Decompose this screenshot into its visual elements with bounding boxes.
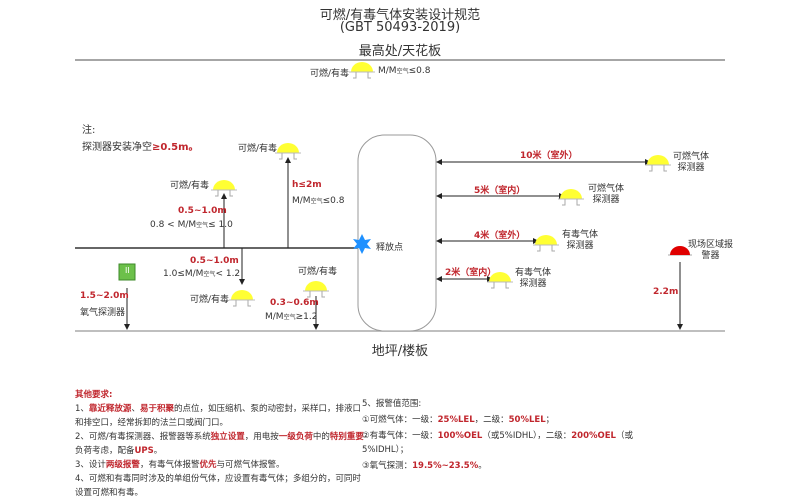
detector-icon — [487, 272, 513, 289]
detector-icon — [645, 155, 671, 172]
detector-icon — [275, 143, 301, 160]
release-point-icon — [353, 234, 371, 254]
detector-label: 有毒气体 探测器 — [562, 230, 599, 251]
distance-label: 5米（室内） — [474, 186, 526, 196]
distance-label: 10米（室外） — [520, 151, 578, 161]
requirement-item: 1、靠近释放源、易于积聚的点位，如压缩机、泵的动密封，采样口，排液口和排空口，经… — [75, 404, 361, 428]
detector-label: 可燃/有毒 — [170, 181, 210, 191]
alarm-value-item: ③氧气探测：19.5%~23.5%。 — [362, 461, 487, 471]
distance-label: 1.5~2.0m — [80, 291, 129, 301]
distance-label: 4米（室外） — [474, 231, 526, 241]
release-point-label: 释放点 — [376, 243, 404, 253]
alarm-icon — [670, 246, 690, 255]
detector-label: 有毒气体 探测器 — [515, 268, 552, 289]
note-text: 探测器安装净空≥0.5m。 — [82, 142, 199, 153]
requirement-item: 3、设计两级报警，有毒气体报警优先与可燃气体报警。 — [75, 460, 285, 470]
detector-label: 可燃气体 探测器 — [588, 184, 625, 205]
oxygen-detector-icon — [118, 263, 136, 281]
floor-label: 地坪/楼板 — [371, 344, 429, 359]
ratio-label: M/M空气≤0.8 — [378, 66, 431, 76]
distance-label: 0.3~0.6m — [270, 298, 319, 308]
alarm-label: 现场区域报 警器 — [688, 240, 734, 261]
alarm-value-item: ①可燃气体：一级：25%LEL，二级：50%LEL； — [362, 415, 555, 425]
ceiling-label: 最高处/天花板 — [358, 44, 442, 59]
note-label: 注: — [82, 125, 96, 136]
requirement-item: 2、可燃/有毒探测器、报警器等系统独立设置，用电按一级负荷中的特别重要负荷考虑，… — [75, 432, 364, 456]
distance-label: 0.5~1.0m — [178, 206, 227, 216]
detector-label: 可燃气体 探测器 — [673, 152, 710, 173]
vessel — [357, 134, 437, 332]
distance-label: h≤2m — [292, 180, 322, 190]
detector-icon — [211, 180, 237, 197]
alarm-height: 2.2m — [653, 287, 679, 297]
detector-icon — [533, 235, 559, 252]
distance-label: 2米（室内） — [445, 268, 497, 278]
ratio-label: 1.0≤M/M空气< 1.2 — [163, 269, 241, 279]
title-line1: 可燃/有毒气体安装设计规范 — [319, 8, 481, 23]
ratio-label: M/M空气≥1.2 — [265, 312, 318, 322]
ratio-label: M/M空气≤0.8 — [292, 196, 345, 206]
detector-label: 可燃/有毒 — [298, 267, 338, 277]
detector-label: 可燃/有毒 — [190, 295, 230, 305]
alarm-value-item: ②有毒气体：一级：100%OEL（或5%IDHL），二级：200%OEL（或5%… — [362, 431, 633, 455]
detector-label: 氧气探测器 — [80, 308, 126, 318]
detector-label: 可燃/有毒 — [310, 69, 350, 79]
title-line2: (GBT 50493-2019) — [339, 20, 461, 35]
other-requirements: 其他要求: 1、靠近释放源、易于积聚的点位，如压缩机、泵的动密封，采样口，排液口… — [75, 390, 364, 498]
alarm-values: 5、报警值范围: ①可燃气体：一级：25%LEL，二级：50%LEL； ②有毒气体… — [362, 397, 652, 473]
oxygen-icon-label: II — [125, 266, 130, 275]
detector-icon — [303, 281, 329, 298]
detector-icon — [349, 62, 375, 79]
requirement-item: 4、可燃和有毒同时涉及的单组份气体，应设置有毒气体；多组分的，可同时设置可燃和有… — [75, 474, 361, 498]
detector-icon — [229, 290, 255, 307]
ratio-label: 0.8 < M/M空气≤ 1.0 — [150, 220, 233, 230]
distance-label: 0.5~1.0m — [190, 256, 239, 266]
detector-icon — [558, 189, 584, 206]
detector-label: 可燃/有毒 — [238, 144, 278, 154]
